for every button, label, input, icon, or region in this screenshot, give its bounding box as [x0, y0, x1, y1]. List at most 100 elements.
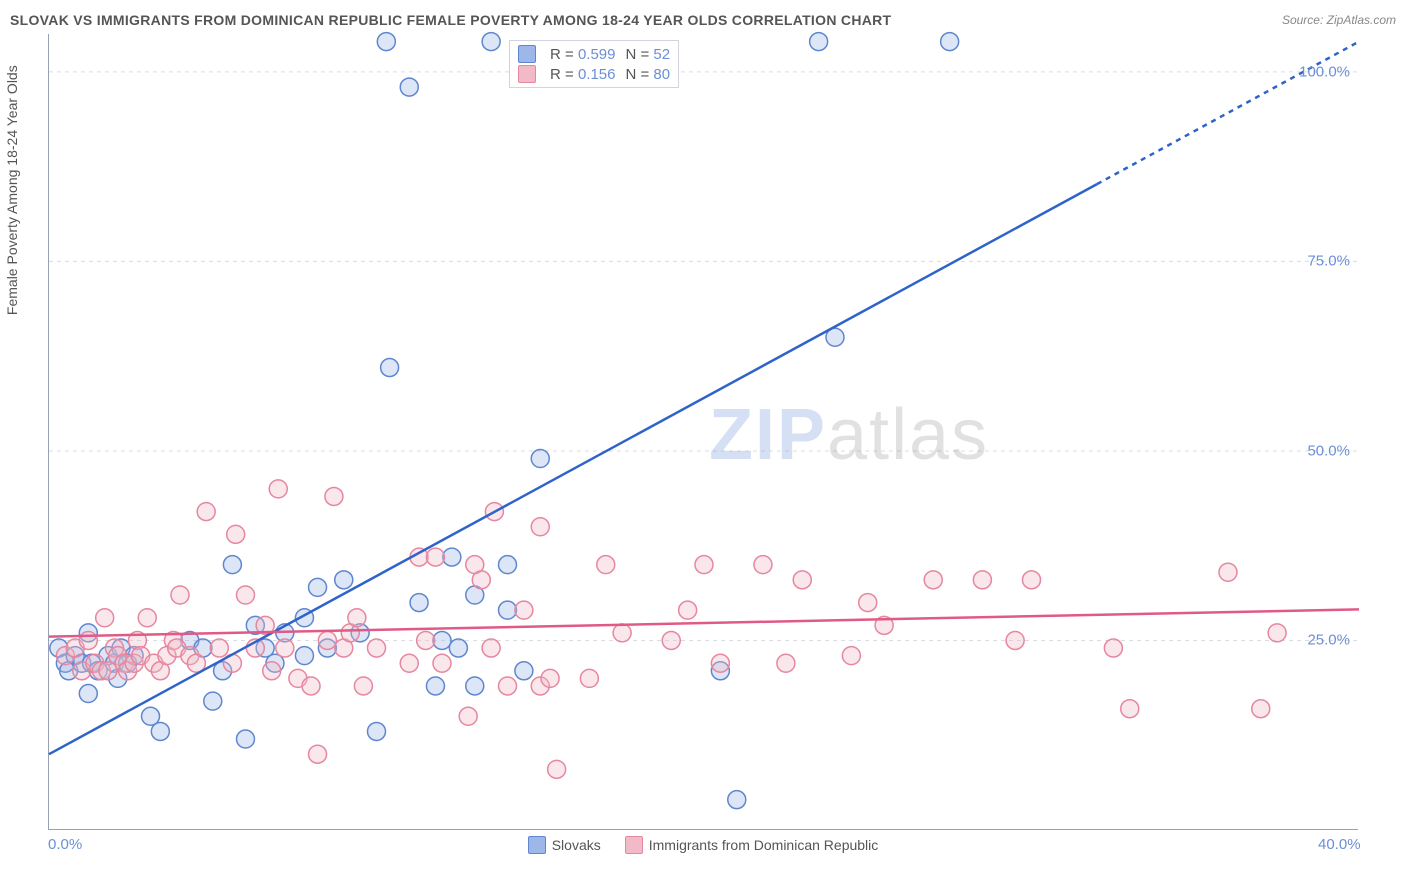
scatter-point-dominican [580, 669, 598, 687]
scatter-point-slovaks [515, 662, 533, 680]
plot-svg [49, 34, 1359, 830]
y-tick-label: 50.0% [1307, 442, 1350, 459]
scatter-point-dominican [777, 654, 795, 672]
scatter-point-dominican [973, 571, 991, 589]
plot-area: ZIPatlas R = 0.599N = 52R = 0.156N = 80 [48, 34, 1358, 830]
scatter-point-slovaks [335, 571, 353, 589]
scatter-point-dominican [1252, 700, 1270, 718]
scatter-point-dominican [263, 662, 281, 680]
scatter-point-dominican [1023, 571, 1041, 589]
scatter-point-dominican [924, 571, 942, 589]
scatter-point-dominican [711, 654, 729, 672]
stats-n-slovaks: N = 52 [625, 46, 670, 63]
scatter-point-dominican [1104, 639, 1122, 657]
scatter-point-slovaks [381, 359, 399, 377]
legend-bottom: Slovaks Immigrants from Dominican Republi… [48, 836, 1358, 854]
scatter-point-slovaks [482, 33, 500, 51]
scatter-point-slovaks [151, 722, 169, 740]
y-tick-label: 75.0% [1307, 253, 1350, 270]
scatter-point-dominican [276, 639, 294, 657]
scatter-point-dominican [325, 487, 343, 505]
scatter-point-dominican [227, 525, 245, 543]
scatter-point-slovaks [377, 33, 395, 51]
scatter-point-slovaks [531, 450, 549, 468]
scatter-point-dominican [531, 518, 549, 536]
trend-line-slovaks [49, 184, 1097, 754]
scatter-point-slovaks [499, 556, 517, 574]
scatter-point-dominican [1006, 631, 1024, 649]
y-tick-label: 100.0% [1299, 63, 1350, 80]
stats-r-dominican: R = 0.156 [550, 66, 615, 83]
scatter-point-slovaks [449, 639, 467, 657]
scatter-point-slovaks [810, 33, 828, 51]
scatter-point-dominican [210, 639, 228, 657]
scatter-point-dominican [515, 601, 533, 619]
scatter-point-slovaks [368, 722, 386, 740]
scatter-point-slovaks [237, 730, 255, 748]
scatter-point-dominican [138, 609, 156, 627]
scatter-point-slovaks [410, 594, 428, 612]
scatter-point-dominican [96, 609, 114, 627]
scatter-point-slovaks [466, 677, 484, 695]
scatter-point-dominican [499, 677, 517, 695]
stats-n-dominican: N = 80 [625, 66, 670, 83]
scatter-point-dominican [859, 594, 877, 612]
scatter-point-dominican [318, 631, 336, 649]
scatter-point-dominican [754, 556, 772, 574]
scatter-point-dominican [1219, 563, 1237, 581]
scatter-point-dominican [662, 631, 680, 649]
scatter-point-dominican [472, 571, 490, 589]
legend-label-dominican: Immigrants from Dominican Republic [649, 837, 879, 853]
stats-swatch-dominican [518, 65, 536, 83]
scatter-point-dominican [417, 631, 435, 649]
scatter-point-dominican [400, 654, 418, 672]
scatter-point-dominican [793, 571, 811, 589]
scatter-point-dominican [695, 556, 713, 574]
legend-item-slovaks: Slovaks [528, 836, 601, 854]
source-label: Source: ZipAtlas.com [1282, 13, 1396, 27]
scatter-point-dominican [171, 586, 189, 604]
scatter-point-dominican [426, 548, 444, 566]
scatter-point-dominican [433, 654, 451, 672]
scatter-point-dominican [368, 639, 386, 657]
scatter-point-slovaks [728, 791, 746, 809]
scatter-point-dominican [1268, 624, 1286, 642]
legend-label-slovaks: Slovaks [552, 837, 601, 853]
scatter-point-dominican [482, 639, 500, 657]
scatter-point-dominican [597, 556, 615, 574]
scatter-point-dominican [79, 631, 97, 649]
scatter-point-slovaks [79, 685, 97, 703]
scatter-point-dominican [613, 624, 631, 642]
trend-line-dominican [49, 609, 1359, 636]
scatter-point-dominican [302, 677, 320, 695]
scatter-point-dominican [354, 677, 372, 695]
scatter-point-dominican [348, 609, 366, 627]
legend-item-dominican: Immigrants from Dominican Republic [625, 836, 879, 854]
scatter-point-slovaks [433, 631, 451, 649]
scatter-point-dominican [237, 586, 255, 604]
scatter-point-dominican [842, 647, 860, 665]
scatter-point-slovaks [204, 692, 222, 710]
chart-title: SLOVAK VS IMMIGRANTS FROM DOMINICAN REPU… [10, 12, 891, 28]
scatter-point-dominican [269, 480, 287, 498]
scatter-point-dominican [459, 707, 477, 725]
legend-swatch-dominican [625, 836, 643, 854]
stats-swatch-slovaks [518, 45, 536, 63]
scatter-point-dominican [1121, 700, 1139, 718]
scatter-point-dominican [541, 669, 559, 687]
scatter-point-dominican [309, 745, 327, 763]
scatter-point-slovaks [426, 677, 444, 695]
scatter-point-slovaks [223, 556, 241, 574]
y-tick-label: 25.0% [1307, 632, 1350, 649]
stats-box: R = 0.599 N = 52 R = 0.156 N = 80 [509, 40, 679, 88]
scatter-point-slovaks [443, 548, 461, 566]
scatter-point-slovaks [400, 78, 418, 96]
title-bar: SLOVAK VS IMMIGRANTS FROM DOMINICAN REPU… [10, 8, 1396, 32]
scatter-point-slovaks [941, 33, 959, 51]
scatter-point-slovaks [295, 647, 313, 665]
scatter-point-dominican [548, 760, 566, 778]
stats-r-slovaks: R = 0.599 [550, 46, 615, 63]
plot-wrap: Female Poverty Among 18-24 Year Olds ZIP… [48, 34, 1358, 830]
scatter-point-slovaks [499, 601, 517, 619]
scatter-point-dominican [679, 601, 697, 619]
